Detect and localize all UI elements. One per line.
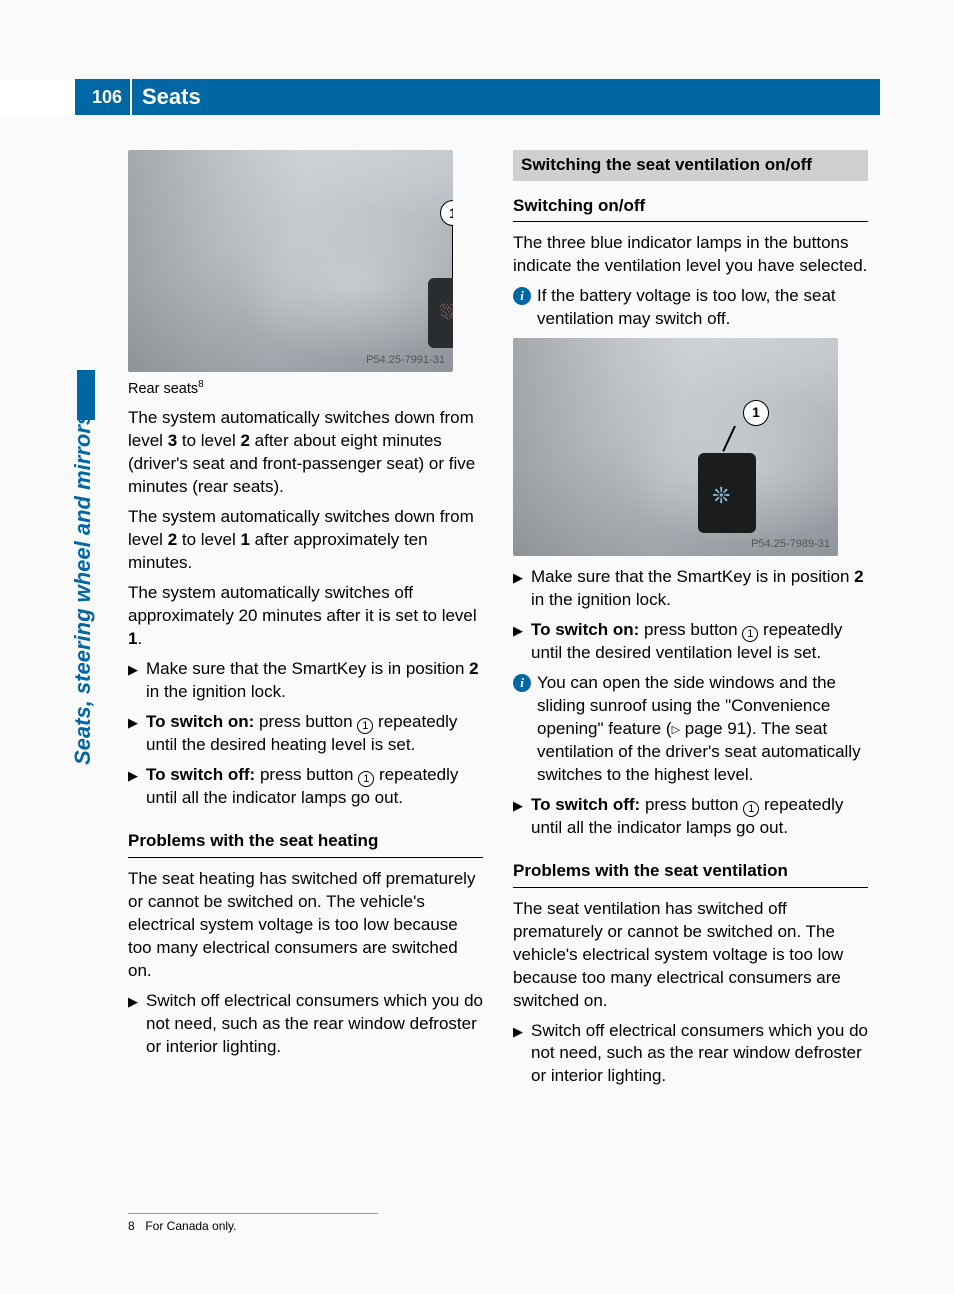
label-switch-off: To switch off: bbox=[531, 795, 640, 814]
triangle-icon: ▶ bbox=[128, 658, 146, 679]
header-stub bbox=[0, 79, 75, 115]
page-ref-icon: ▷ bbox=[672, 724, 680, 736]
step-text: Make sure that the SmartKey is in positi… bbox=[146, 658, 483, 704]
step-switch-on: ▶ To switch on: press button 1 repeatedl… bbox=[513, 619, 868, 665]
step-text: To switch off: press button 1 repeatedly… bbox=[531, 794, 868, 840]
triangle-icon: ▶ bbox=[128, 711, 146, 732]
text: to level bbox=[177, 431, 240, 450]
text: . bbox=[137, 629, 142, 648]
triangle-icon: ▶ bbox=[128, 764, 146, 785]
caption-sup: 8 bbox=[198, 379, 204, 390]
step-switch-off-consumers: ▶ Switch off electrical consumers which … bbox=[513, 1020, 868, 1089]
right-column: Switching the seat ventilation on/off Sw… bbox=[513, 150, 868, 1095]
footnote-text: For Canada only. bbox=[145, 1219, 236, 1233]
step-switch-off: ▶ To switch off: press button 1 repeated… bbox=[513, 794, 868, 840]
info-text: If the battery voltage is too low, the s… bbox=[537, 285, 868, 331]
step-text: To switch off: press button 1 repeatedly… bbox=[146, 764, 483, 810]
subheading-switching-onoff: Switching on/off bbox=[513, 195, 868, 222]
step-smartkey: ▶ Make sure that the SmartKey is in posi… bbox=[513, 566, 868, 612]
section-title: Seats bbox=[130, 79, 880, 115]
label-switch-off: To switch off: bbox=[146, 765, 255, 784]
figure-rear-seats: 1 ⛆ P54.25-7991-31 bbox=[128, 150, 453, 372]
figure-code: P54.25-7989-31 bbox=[751, 537, 830, 552]
text: press button bbox=[255, 765, 358, 784]
seat-button-graphic: ⛆ bbox=[428, 278, 453, 348]
info-battery-voltage: i If the battery voltage is too low, the… bbox=[513, 285, 868, 331]
level-2: 2 bbox=[240, 431, 249, 450]
triangle-icon: ▶ bbox=[513, 794, 531, 815]
info-icon: i bbox=[513, 287, 531, 305]
callout-line bbox=[722, 425, 736, 451]
text: in the ignition lock. bbox=[531, 590, 671, 609]
text: press button bbox=[639, 620, 742, 639]
position-2: 2 bbox=[854, 567, 863, 586]
caption-text: Rear seats bbox=[128, 381, 198, 397]
paragraph-problems-ventilation: The seat ventilation has switched off pr… bbox=[513, 898, 868, 1013]
heading-problems-heating: Problems with the seat heating bbox=[128, 830, 483, 858]
label-switch-on: To switch on: bbox=[146, 712, 254, 731]
label-switch-on: To switch on: bbox=[531, 620, 639, 639]
text: Make sure that the SmartKey is in positi… bbox=[146, 659, 469, 678]
triangle-icon: ▶ bbox=[513, 1020, 531, 1041]
step-text: To switch on: press button 1 repeatedly … bbox=[531, 619, 868, 665]
callout-bubble-1: 1 bbox=[743, 400, 769, 426]
level-1: 1 bbox=[240, 530, 249, 549]
level-3: 3 bbox=[168, 431, 177, 450]
vent-button-graphic: ❊ bbox=[698, 453, 756, 533]
text: press button bbox=[254, 712, 357, 731]
left-column: 1 ⛆ P54.25-7991-31 Rear seats8 The syste… bbox=[128, 150, 483, 1095]
step-switch-off: ▶ To switch off: press button 1 repeated… bbox=[128, 764, 483, 810]
figure-ventilation: ❊ 1 P54.25-7989-31 bbox=[513, 338, 838, 556]
step-switch-off-consumers: ▶ Switch off electrical consumers which … bbox=[128, 990, 483, 1059]
figure-caption: Rear seats8 bbox=[128, 378, 483, 399]
paragraph-switch-off: The system automatically switches off ap… bbox=[128, 582, 483, 651]
button-1-icon: 1 bbox=[358, 771, 374, 787]
position-2: 2 bbox=[469, 659, 478, 678]
step-switch-on: ▶ To switch on: press button 1 repeatedl… bbox=[128, 711, 483, 757]
level-2: 2 bbox=[168, 530, 177, 549]
paragraph-indicator-lamps: The three blue indicator lamps in the bu… bbox=[513, 232, 868, 278]
callout-line bbox=[452, 226, 453, 280]
button-1-icon: 1 bbox=[743, 801, 759, 817]
text: Make sure that the SmartKey is in positi… bbox=[531, 567, 854, 586]
info-convenience-opening: i You can open the side windows and the … bbox=[513, 672, 868, 787]
side-label: Seats, steering wheel and mirrors bbox=[68, 413, 98, 765]
button-1-icon: 1 bbox=[357, 718, 373, 734]
info-icon: i bbox=[513, 674, 531, 692]
figure-code: P54.25-7991-31 bbox=[366, 353, 445, 368]
step-text: Make sure that the SmartKey is in positi… bbox=[531, 566, 868, 612]
info-text: You can open the side windows and the sl… bbox=[537, 672, 868, 787]
page-number: 106 bbox=[75, 79, 130, 115]
callout-bubble-1: 1 bbox=[440, 200, 453, 226]
footnote-num: 8 bbox=[128, 1218, 142, 1234]
paragraph-level-3-2: The system automatically switches down f… bbox=[128, 407, 483, 499]
footnote: 8 For Canada only. bbox=[128, 1213, 378, 1234]
header-bar: 106 Seats bbox=[0, 79, 880, 115]
button-1-icon: 1 bbox=[742, 626, 758, 642]
text: in the ignition lock. bbox=[146, 682, 286, 701]
triangle-icon: ▶ bbox=[128, 990, 146, 1011]
triangle-icon: ▶ bbox=[513, 566, 531, 587]
heading-problems-ventilation: Problems with the seat ventilation bbox=[513, 860, 868, 888]
step-text: Switch off electrical consumers which yo… bbox=[146, 990, 483, 1059]
step-text: Switch off electrical consumers which yo… bbox=[531, 1020, 868, 1089]
paragraph-level-2-1: The system automatically switches down f… bbox=[128, 506, 483, 575]
text: press button bbox=[640, 795, 743, 814]
heading-ventilation-onoff: Switching the seat ventilation on/off bbox=[513, 150, 868, 181]
triangle-icon: ▶ bbox=[513, 619, 531, 640]
step-text: To switch on: press button 1 repeatedly … bbox=[146, 711, 483, 757]
text: The system automatically switches off ap… bbox=[128, 583, 477, 625]
paragraph-problems-heating: The seat heating has switched off premat… bbox=[128, 868, 483, 983]
text: to level bbox=[177, 530, 240, 549]
step-smartkey: ▶ Make sure that the SmartKey is in posi… bbox=[128, 658, 483, 704]
content-area: 1 ⛆ P54.25-7991-31 Rear seats8 The syste… bbox=[128, 150, 868, 1095]
